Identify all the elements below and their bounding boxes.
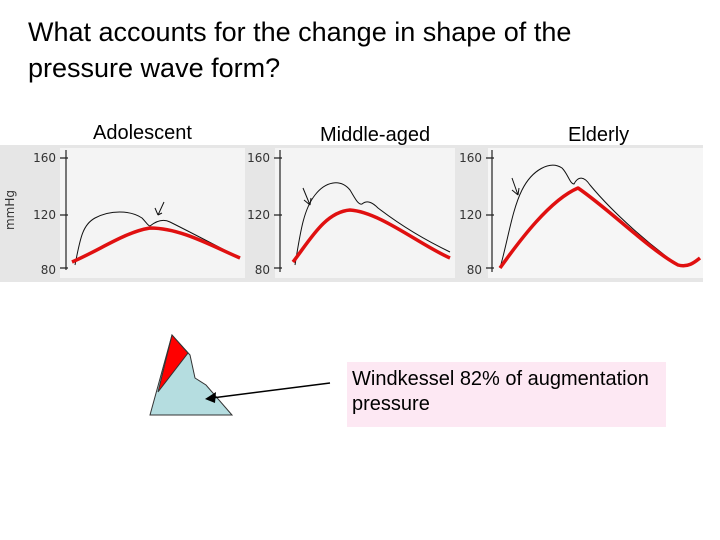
- y-tick-label: 120: [33, 208, 56, 222]
- y-tick-label: 80: [41, 263, 56, 277]
- axes: [60, 150, 494, 272]
- augmentation-region: [157, 333, 189, 393]
- arrow-head: [205, 392, 216, 403]
- y-tick-label: 80: [255, 263, 270, 277]
- panel-label: Middle-aged: [320, 124, 430, 146]
- measured-waves: [74, 164, 679, 269]
- y-tick-label: 160: [247, 151, 270, 165]
- y-tick-label: 160: [459, 151, 482, 165]
- y-tick-label: 120: [247, 208, 270, 222]
- y-tick-label: 80: [467, 263, 482, 277]
- slide-title: What accounts for the change in shape of…: [28, 17, 572, 83]
- panel-bg: [488, 148, 703, 278]
- y-tick-label: 160: [33, 151, 56, 165]
- y-axis-label: mmHg: [3, 190, 17, 230]
- y-tick-label: 120: [459, 208, 482, 222]
- panel-label: Elderly: [568, 124, 629, 146]
- panel-bg: [60, 148, 245, 278]
- panel-label: Adolescent: [93, 122, 192, 144]
- callout-box: Windkessel 82% of augmentation pressure: [347, 362, 666, 427]
- model-waves: [71, 186, 702, 270]
- arrow: [211, 382, 331, 399]
